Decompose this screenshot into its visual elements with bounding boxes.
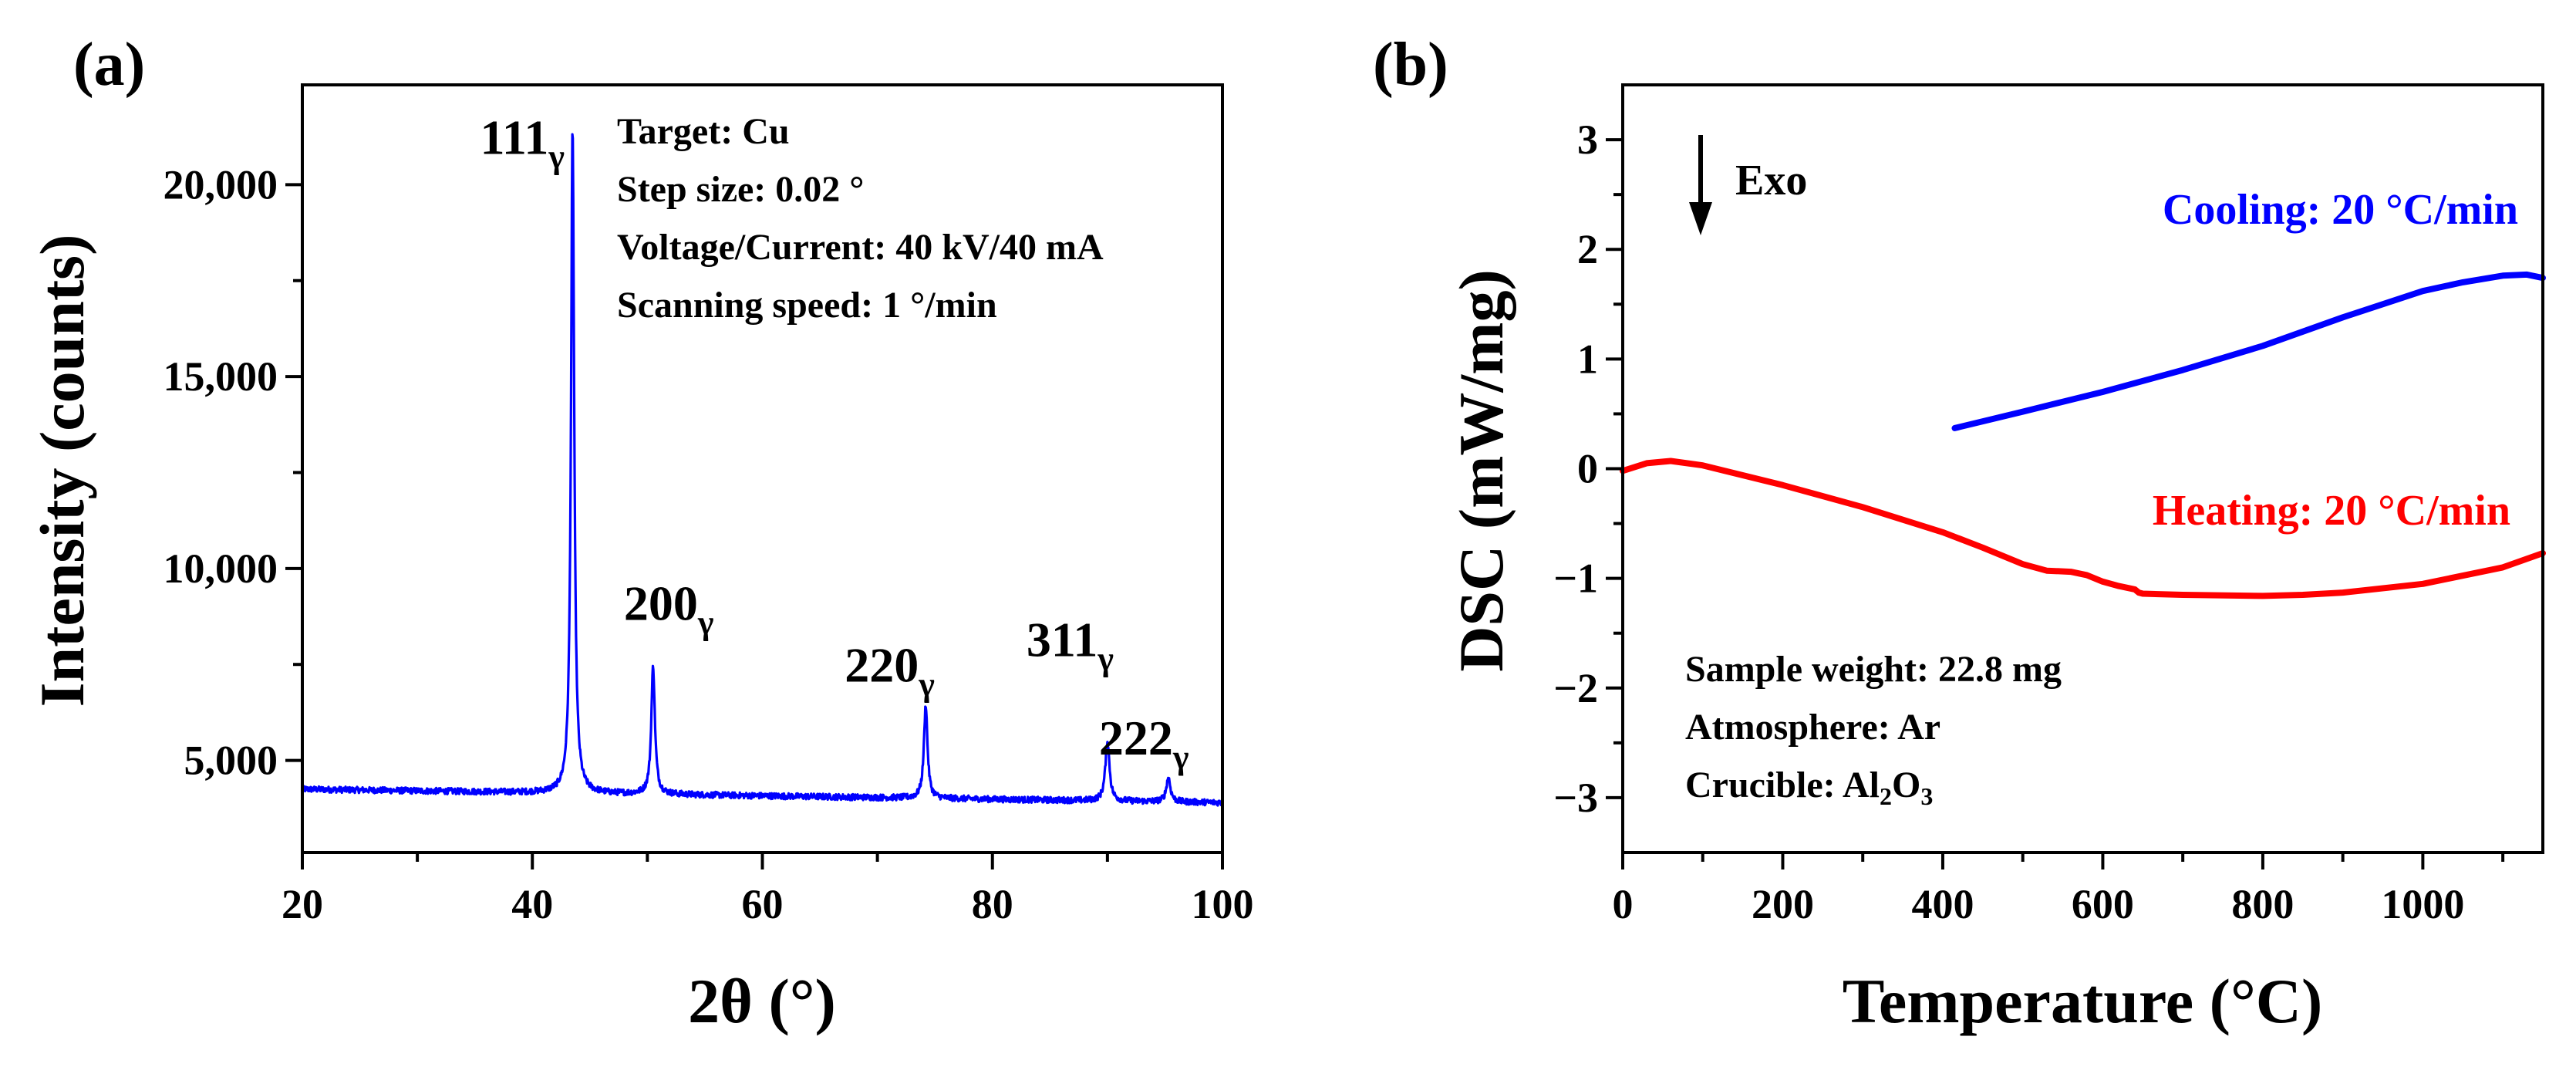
dsc-x-tick-label: 200 [1752, 881, 1814, 927]
xrd-y-tick-label: 10,000 [164, 545, 278, 592]
peak-phase-subscript: γ [548, 138, 565, 176]
xrd-y-tick-label: 5,000 [184, 738, 278, 784]
xrd-x-axis-title: 2θ (°) [688, 966, 836, 1036]
dsc-x-tick-label: 800 [2231, 881, 2294, 927]
xrd-pattern-line [301, 133, 1224, 807]
heating-label: Heating: 20 °C/min [2153, 487, 2510, 535]
peak-phase-subscript: γ [1097, 640, 1114, 678]
peak-phase-subscript: γ [697, 604, 714, 642]
dsc-y-ticks: −3 −2 −1 0 1 2 3 [1553, 116, 1623, 821]
annotation-scanning-speed: Scanning speed: 1 °/min [617, 285, 997, 326]
panel-b-label: (b) [1373, 31, 1448, 99]
peak-label-200: 200γ [624, 576, 714, 642]
exo-label: Exo [1735, 157, 1807, 204]
peak-index: 200 [624, 576, 698, 631]
panel-a-label: (a) [73, 31, 145, 99]
annotation-voltage-current: Voltage/Current: 40 kV/40 mA [617, 227, 1104, 268]
dsc-heating-line [1620, 458, 2546, 599]
dsc-y-tick-label: −2 [1553, 665, 1598, 711]
peak-index: 111 [480, 110, 548, 165]
dsc-y-tick-label: 3 [1577, 116, 1598, 163]
xrd-x-tick-label: 80 [972, 881, 1013, 927]
dsc-y-tick-label: 2 [1577, 226, 1598, 272]
annotation-target: Target: Cu [617, 111, 790, 152]
xrd-annotations: Target: Cu Step size: 0.02 ° Voltage/Cur… [617, 111, 1104, 326]
dsc-cooling-line [1951, 271, 2546, 431]
exo-arrow-head [1689, 202, 1712, 235]
exo-indicator: Exo [1689, 135, 1807, 235]
xrd-y-tick-label: 20,000 [164, 161, 278, 208]
xrd-y-ticks: 5,000 10,000 15,000 20,000 [164, 161, 302, 784]
peak-index: 220 [845, 637, 919, 692]
xrd-x-tick-label: 100 [1192, 881, 1254, 927]
dsc-annotations: Sample weight: 22.8 mg Atmosphere: Ar Cr… [1685, 649, 2062, 810]
peak-label-111: 111γ [480, 110, 565, 176]
annotation-sample-weight: Sample weight: 22.8 mg [1685, 649, 2062, 690]
dsc-y-tick-label: 1 [1577, 336, 1598, 382]
cooling-label: Cooling: 20 °C/min [2163, 186, 2518, 234]
peak-phase-subscript: γ [1172, 738, 1189, 776]
dsc-x-tick-label: 400 [1911, 881, 1974, 927]
crucible-mid: O [1892, 765, 1920, 805]
peak-label-311: 311γ [1027, 613, 1114, 678]
dsc-x-tick-label: 0 [1613, 881, 1634, 927]
dsc-x-axis-title: Temperature (°C) [1843, 966, 2323, 1036]
dsc-y-axis-title: DSC (mW/mg) [1446, 269, 1516, 672]
crucible-prefix: Crucible: Al [1685, 765, 1880, 805]
xrd-plot-area [301, 133, 1224, 807]
peak-index: 222 [1099, 711, 1173, 765]
xrd-y-axis-title: Intensity (counts) [27, 235, 97, 707]
peak-label-220: 220γ [845, 637, 935, 703]
peak-phase-subscript: γ [918, 665, 935, 703]
xrd-x-ticks: 20 40 60 80 100 [282, 853, 1254, 927]
xrd-x-tick-label: 60 [742, 881, 784, 927]
xrd-x-tick-label: 40 [511, 881, 553, 927]
dsc-x-tick-label: 600 [2072, 881, 2134, 927]
xrd-x-tick-label: 20 [282, 881, 323, 927]
dsc-y-tick-label: −3 [1553, 775, 1598, 821]
crucible-sub-2: 3 [1920, 782, 1933, 810]
annotation-crucible: Crucible: Al2O3 [1685, 765, 1933, 810]
dsc-y-tick-label: −1 [1553, 555, 1598, 602]
dsc-x-tick-label: 1000 [2381, 881, 2464, 927]
dsc-y-tick-label: 0 [1577, 446, 1598, 492]
annotation-step-size: Step size: 0.02 ° [617, 169, 864, 210]
peak-index: 311 [1027, 613, 1097, 667]
peak-label-222: 222γ [1099, 711, 1189, 776]
crucible-sub-1: 2 [1880, 782, 1892, 810]
annotation-atmosphere: Atmosphere: Ar [1685, 707, 1940, 748]
dsc-x-ticks: 0 200 400 600 800 1000 [1613, 853, 2505, 927]
xrd-y-tick-label: 15,000 [164, 353, 278, 400]
xrd-panel: (a) 20 40 60 80 100 5,00010,00015,00020,000 … [27, 31, 1254, 1036]
